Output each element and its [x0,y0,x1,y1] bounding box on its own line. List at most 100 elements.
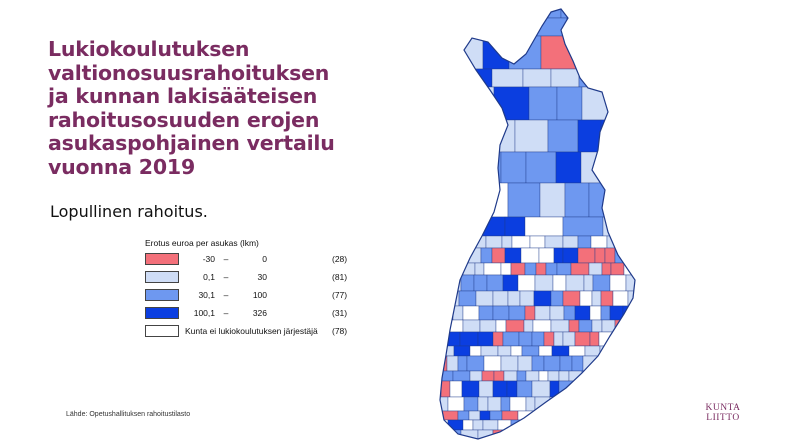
municipality-area [440,319,448,333]
municipality-area [524,305,536,321]
municipality-area [589,331,600,347]
municipality-area [510,262,526,276]
municipality-area [572,380,589,398]
municipality-area [538,345,553,357]
municipality-area [531,355,545,372]
municipality-area [553,331,564,347]
municipality-area [637,36,660,69]
title-line-2: valtionosuusrahoituksen [48,60,330,85]
legend-count: (78) [332,326,348,336]
municipality-area [605,68,635,88]
municipality-area [583,396,599,412]
municipality-area [610,396,629,412]
legend-dash: – [223,290,229,300]
municipality-area [460,274,475,292]
municipality-area [642,248,652,263]
municipality-area [641,397,659,411]
municipality-area [565,274,585,292]
municipality-area [440,410,442,421]
municipality-area [656,371,660,381]
municipality-area [552,274,567,292]
municipality-area [634,262,635,276]
municipality-area [641,18,660,36]
municipality-area [477,396,489,412]
municipality-area [653,356,660,371]
municipality-area [440,35,458,70]
municipality-area [519,290,535,307]
page-title: Lukiokoulutuksen valtionosuusrahoituksen… [48,37,378,179]
municipality-area [459,331,479,347]
municipality-area [524,262,537,276]
legend-swatch [145,307,179,319]
municipality-area [577,119,602,153]
municipality-area [631,216,635,237]
municipality-area [632,235,635,249]
municipality-area [501,235,513,249]
municipality-area [574,305,591,321]
municipality-area [656,291,660,306]
municipality-area [483,355,502,372]
municipality-area [539,182,566,218]
municipality-area [516,370,527,382]
municipality-area [596,380,616,398]
municipality-area [457,410,470,421]
municipality-area [604,247,616,264]
municipality-area [568,410,583,421]
municipality-area [623,355,635,372]
title-line-6: vuonna 2019 [48,154,196,179]
legend-swatch [145,253,179,265]
municipality-area [478,305,494,321]
municipality-area [642,275,653,291]
map-regions [440,9,660,439]
municipality-area [611,410,622,421]
legend-from: 30,1 [198,290,215,300]
municipality-area [550,319,570,333]
municipality-area [532,319,552,333]
legend-to: 0 [262,254,267,264]
municipality-area [457,355,468,372]
municipality-area [504,17,528,37]
municipality-area [591,319,603,333]
municipality-area [583,419,595,431]
municipality-area [440,68,459,88]
municipality-area [579,290,593,307]
municipality-area [452,370,471,382]
municipality-area [579,35,607,70]
municipality-area [507,290,521,307]
municipality-area [457,235,471,249]
municipality-area [610,262,625,276]
municipality-area [450,247,466,264]
municipality-area [480,345,499,357]
municipality-area [612,370,627,382]
municipality-area [632,345,635,357]
municipality-area [568,319,580,333]
municipality-area [638,306,648,320]
municipality-area [440,151,457,184]
municipality-area [478,380,494,398]
municipality-area [562,331,576,347]
municipality-area [447,396,465,412]
municipality-area [469,370,483,382]
municipality-area [545,262,558,276]
municipality-area [658,411,660,420]
municipality-area [479,410,491,421]
municipality-area [486,274,504,292]
municipality-area [612,290,629,307]
municipality-area [472,419,484,431]
municipality-area [558,370,570,382]
municipality-area [587,380,598,398]
municipality-area [577,429,596,439]
municipality-area [563,305,576,321]
municipality-area [593,419,609,431]
municipality-area [614,380,631,398]
kuntaliitto-logo: KUNTA LIITTO [703,403,743,423]
municipality-area [480,247,493,264]
municipality-area [538,419,550,431]
municipality-area [550,429,563,439]
municipality-area [447,419,464,431]
municipality-area [440,262,449,276]
municipality-area [526,17,568,37]
municipality-area [508,305,526,321]
municipality-area [619,235,634,249]
municipality-area [564,182,590,218]
